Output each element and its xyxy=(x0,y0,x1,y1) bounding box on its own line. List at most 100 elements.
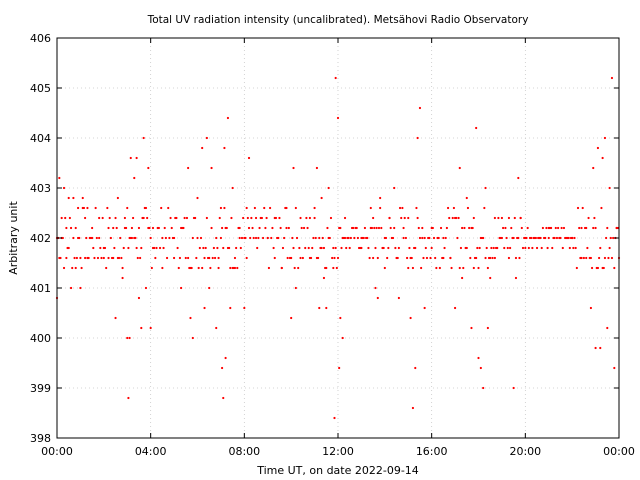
data-point xyxy=(76,206,80,210)
data-point xyxy=(465,246,468,250)
data-point xyxy=(300,226,303,230)
data-point xyxy=(475,256,478,260)
data-point xyxy=(517,236,520,240)
data-point xyxy=(333,256,336,260)
data-point xyxy=(571,236,574,240)
data-point xyxy=(236,266,239,270)
data-point xyxy=(250,216,253,220)
data-point xyxy=(343,236,347,240)
data-point xyxy=(524,246,527,250)
data-point xyxy=(103,246,107,250)
data-point xyxy=(217,266,220,270)
data-point xyxy=(153,246,156,250)
data-point xyxy=(312,236,315,240)
data-point xyxy=(421,226,424,230)
data-point xyxy=(242,216,245,220)
data-point xyxy=(247,226,251,230)
y-tick-label: 399 xyxy=(30,382,51,395)
data-point xyxy=(281,246,285,250)
data-point xyxy=(606,226,609,230)
data-point xyxy=(596,146,600,150)
data-point xyxy=(294,286,297,290)
data-point xyxy=(438,266,441,270)
data-point xyxy=(411,406,415,410)
data-point xyxy=(379,206,382,210)
data-point xyxy=(73,256,76,260)
data-point xyxy=(483,206,486,210)
data-point xyxy=(136,256,139,260)
data-point xyxy=(575,266,578,270)
data-point xyxy=(62,186,66,190)
data-point xyxy=(578,226,581,230)
data-point xyxy=(445,226,448,230)
data-point xyxy=(109,236,112,240)
data-point xyxy=(203,306,206,310)
data-point xyxy=(239,246,242,250)
data-point xyxy=(249,236,252,240)
data-point xyxy=(397,246,400,250)
data-point xyxy=(513,216,516,220)
data-point xyxy=(512,386,515,390)
data-point xyxy=(321,236,324,240)
data-point xyxy=(400,216,403,220)
data-point xyxy=(216,246,219,250)
data-point xyxy=(223,146,226,150)
data-point xyxy=(84,256,87,260)
data-point xyxy=(428,236,431,240)
data-point xyxy=(470,326,473,330)
data-point xyxy=(217,256,220,260)
data-point xyxy=(462,266,465,270)
data-point xyxy=(437,236,440,240)
y-axis-label: Arbitrary unit xyxy=(7,201,20,275)
data-point xyxy=(82,206,86,210)
data-point xyxy=(535,246,539,250)
data-point xyxy=(458,166,461,170)
data-point xyxy=(587,216,590,220)
data-point xyxy=(444,236,447,240)
data-point xyxy=(246,216,249,220)
data-point xyxy=(402,226,405,230)
data-point xyxy=(432,236,436,240)
data-point xyxy=(320,246,323,250)
data-point xyxy=(256,246,259,250)
data-point xyxy=(114,316,117,320)
x-tick-label: 00:00 xyxy=(41,445,73,458)
data-point xyxy=(336,116,340,120)
y-tick-label: 398 xyxy=(30,432,51,445)
data-point xyxy=(231,186,234,190)
data-point xyxy=(586,246,589,250)
data-point xyxy=(582,256,585,260)
data-point xyxy=(132,216,135,220)
data-point xyxy=(253,206,256,210)
data-point xyxy=(107,226,110,230)
data-point xyxy=(157,226,160,230)
data-point xyxy=(205,136,208,140)
data-point xyxy=(201,146,204,150)
data-point xyxy=(124,226,128,230)
data-point xyxy=(315,166,319,170)
data-point xyxy=(417,226,420,230)
data-point xyxy=(177,266,180,270)
data-point xyxy=(225,226,228,230)
data-point xyxy=(92,246,95,250)
data-point xyxy=(388,216,391,220)
data-point xyxy=(416,216,419,220)
data-point xyxy=(376,296,379,300)
data-point xyxy=(458,266,461,270)
data-point xyxy=(349,236,352,240)
data-point xyxy=(486,326,489,330)
data-point xyxy=(220,226,224,230)
data-point xyxy=(589,256,593,260)
data-point xyxy=(362,236,365,240)
data-point xyxy=(338,366,341,370)
data-point xyxy=(257,236,260,240)
data-point xyxy=(144,206,148,210)
data-point xyxy=(127,246,130,250)
data-point xyxy=(229,266,232,270)
data-point xyxy=(504,226,507,230)
data-point xyxy=(137,226,141,230)
data-point xyxy=(500,236,504,240)
data-point xyxy=(469,256,472,260)
data-point xyxy=(304,246,307,250)
data-point xyxy=(452,206,456,210)
